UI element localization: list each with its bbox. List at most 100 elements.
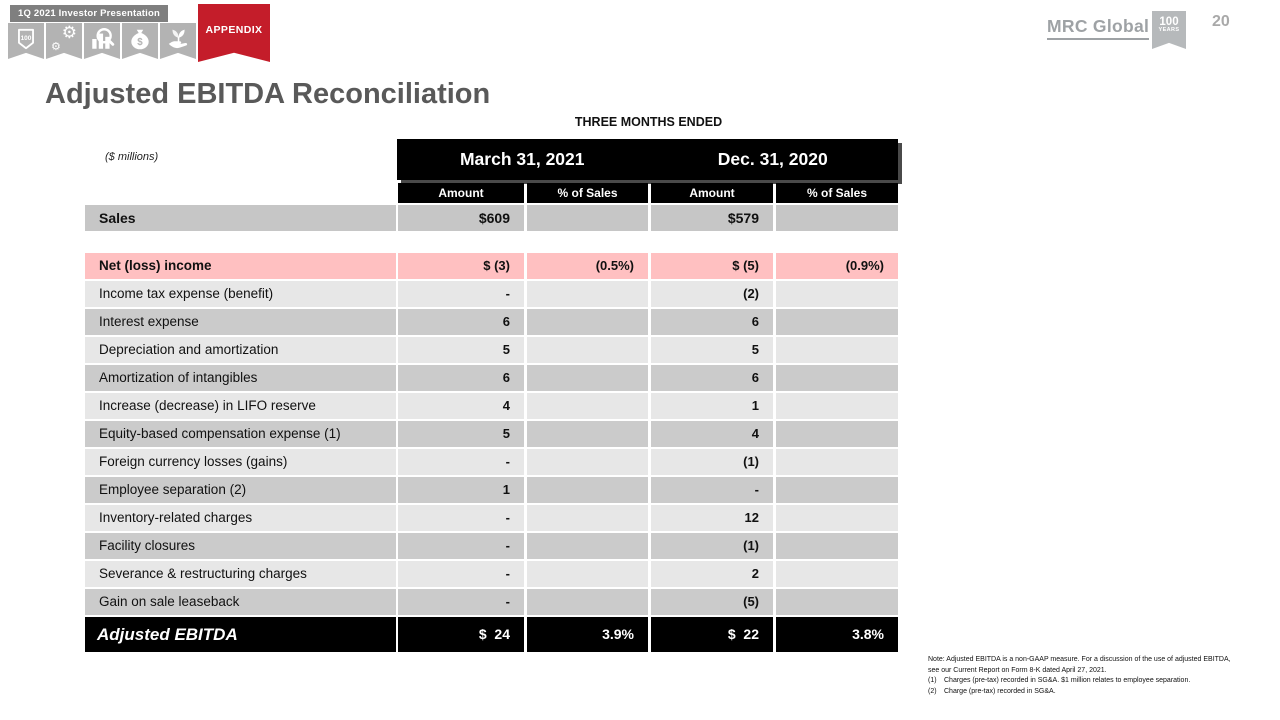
amount-cell: 6 — [651, 309, 773, 335]
pct-cell — [776, 393, 898, 419]
footnote-item: (2) Charge (pre-tax) recorded in SG&A. — [928, 687, 1273, 698]
100-badge-icon: 100 — [13, 26, 39, 59]
column-header: % of Sales — [776, 183, 898, 203]
pct-cell — [527, 505, 648, 531]
column-header: % of Sales — [527, 183, 648, 203]
amount-cell: (2) — [651, 281, 773, 307]
footnote-text: Charges (pre-tax) recorded in SG&A. $1 m… — [944, 677, 1191, 684]
table-row: Facility closures - (1) — [85, 533, 898, 559]
amount-cell: - — [651, 477, 773, 503]
pct-cell — [776, 589, 898, 615]
pct-cell — [527, 205, 648, 231]
table-row: Interest expense 6 6 — [85, 309, 898, 335]
table-row: Severance & restructuring charges - 2 — [85, 561, 898, 587]
table-row: Inventory-related charges - 12 — [85, 505, 898, 531]
amount-cell: 4 — [398, 393, 524, 419]
pct-cell — [527, 337, 648, 363]
row-label: Severance & restructuring charges — [85, 561, 396, 587]
row-label: Equity-based compensation expense (1) — [85, 421, 396, 447]
amount-cell: (1) — [651, 449, 773, 475]
table-row: Gain on sale leaseback - (5) — [85, 589, 898, 615]
amount-cell: 2 — [651, 561, 773, 587]
nav-tab-capital[interactable]: $ — [122, 23, 158, 59]
pct-cell — [776, 281, 898, 307]
amount-cell: 6 — [398, 365, 524, 391]
footnote-text: Charge (pre-tax) recorded in SG&A. — [944, 687, 1056, 695]
row-label: Net (loss) income — [85, 253, 396, 279]
pct-cell — [776, 505, 898, 531]
pct-cell — [776, 365, 898, 391]
chart-magnifier-icon — [89, 26, 115, 59]
table-row-sales: Sales $609 $579 — [85, 205, 898, 231]
amount-cell: 1 — [651, 393, 773, 419]
pct-cell: 3.9% — [527, 617, 648, 652]
pct-cell — [527, 589, 648, 615]
pct-cell: (0.9%) — [776, 253, 898, 279]
svg-text:$: $ — [137, 37, 143, 48]
row-label: Foreign currency losses (gains) — [85, 449, 396, 475]
nav-tab-financial-review[interactable] — [84, 23, 120, 59]
section-nav: 100 ⚙ ⚙ $ — [8, 23, 198, 59]
pct-cell — [527, 365, 648, 391]
pct-cell — [527, 449, 648, 475]
footnotes: Note: Adjusted EBITDA is a non-GAAP meas… — [928, 655, 1273, 697]
amount-cell: $609 — [398, 205, 524, 231]
amount-cell: 12 — [651, 505, 773, 531]
table-row-adjusted-ebitda: Adjusted EBITDA $ 24 3.9% $ 22 3.8% — [85, 617, 898, 652]
column-header: Amount — [651, 183, 773, 203]
table-row: Equity-based compensation expense (1) 5 … — [85, 421, 898, 447]
pct-cell — [776, 337, 898, 363]
pct-cell — [776, 205, 898, 231]
row-label: Facility closures — [85, 533, 396, 559]
row-label: Adjusted EBITDA — [85, 617, 396, 652]
amount-cell: 5 — [651, 337, 773, 363]
period-header-row: March 31, 2021 Dec. 31, 2020 — [397, 139, 898, 180]
amount-cell: - — [398, 449, 524, 475]
pct-cell — [776, 561, 898, 587]
table-row: Income tax expense (benefit) - (2) — [85, 281, 898, 307]
table-row: Depreciation and amortization 5 5 — [85, 337, 898, 363]
amount-cell: 6 — [398, 309, 524, 335]
amount-cell: - — [398, 281, 524, 307]
pct-cell — [776, 449, 898, 475]
amount-cell: (5) — [651, 589, 773, 615]
table-row: Employee separation (2) 1 - — [85, 477, 898, 503]
money-bag-icon: $ — [127, 26, 153, 59]
amount-cell: - — [398, 589, 524, 615]
nav-tab-operations[interactable]: ⚙ ⚙ — [46, 23, 82, 59]
svg-text:100: 100 — [21, 35, 32, 42]
amount-cell: 5 — [398, 337, 524, 363]
footnote-number: (2) — [928, 687, 937, 695]
amount-cell: $ (5) — [651, 253, 773, 279]
table-row: Foreign currency losses (gains) - (1) — [85, 449, 898, 475]
period-header-dec-2020: Dec. 31, 2020 — [717, 149, 828, 169]
row-label: Income tax expense (benefit) — [85, 281, 396, 307]
pct-cell — [776, 309, 898, 335]
row-label: Employee separation (2) — [85, 477, 396, 503]
appendix-label: APPENDIX — [205, 24, 263, 36]
nav-tab-100-years[interactable]: 100 — [8, 23, 44, 59]
pct-cell — [527, 393, 648, 419]
amount-cell: 5 — [398, 421, 524, 447]
table-row: Amortization of intangibles 6 6 — [85, 365, 898, 391]
amount-cell: $ (3) — [398, 253, 524, 279]
spacer — [85, 231, 898, 251]
amount-cell: - — [398, 561, 524, 587]
amount-cell: - — [398, 505, 524, 531]
100-years-badge-icon: 100 YEARS — [1152, 11, 1186, 49]
table-row: Net (loss) income $ (3) (0.5%) $ (5) (0.… — [85, 253, 898, 279]
nav-tab-esg[interactable] — [160, 23, 196, 59]
ebitda-reconciliation-table: March 31, 2021 Dec. 31, 2020 Amount % of… — [85, 139, 898, 652]
appendix-tab[interactable]: APPENDIX — [198, 4, 270, 62]
pct-cell: 3.8% — [776, 617, 898, 652]
amount-cell: (1) — [651, 533, 773, 559]
row-label: Inventory-related charges — [85, 505, 396, 531]
row-label: Gain on sale leaseback — [85, 589, 396, 615]
pct-cell — [776, 421, 898, 447]
row-label: Interest expense — [85, 309, 396, 335]
row-label: Amortization of intangibles — [85, 365, 396, 391]
amount-cell: $579 — [651, 205, 773, 231]
amount-cell: $ 24 — [398, 617, 524, 652]
footnote-note-line2: see our Current Report on Form 8-K dated… — [928, 666, 1107, 674]
amount-cell: 1 — [398, 477, 524, 503]
